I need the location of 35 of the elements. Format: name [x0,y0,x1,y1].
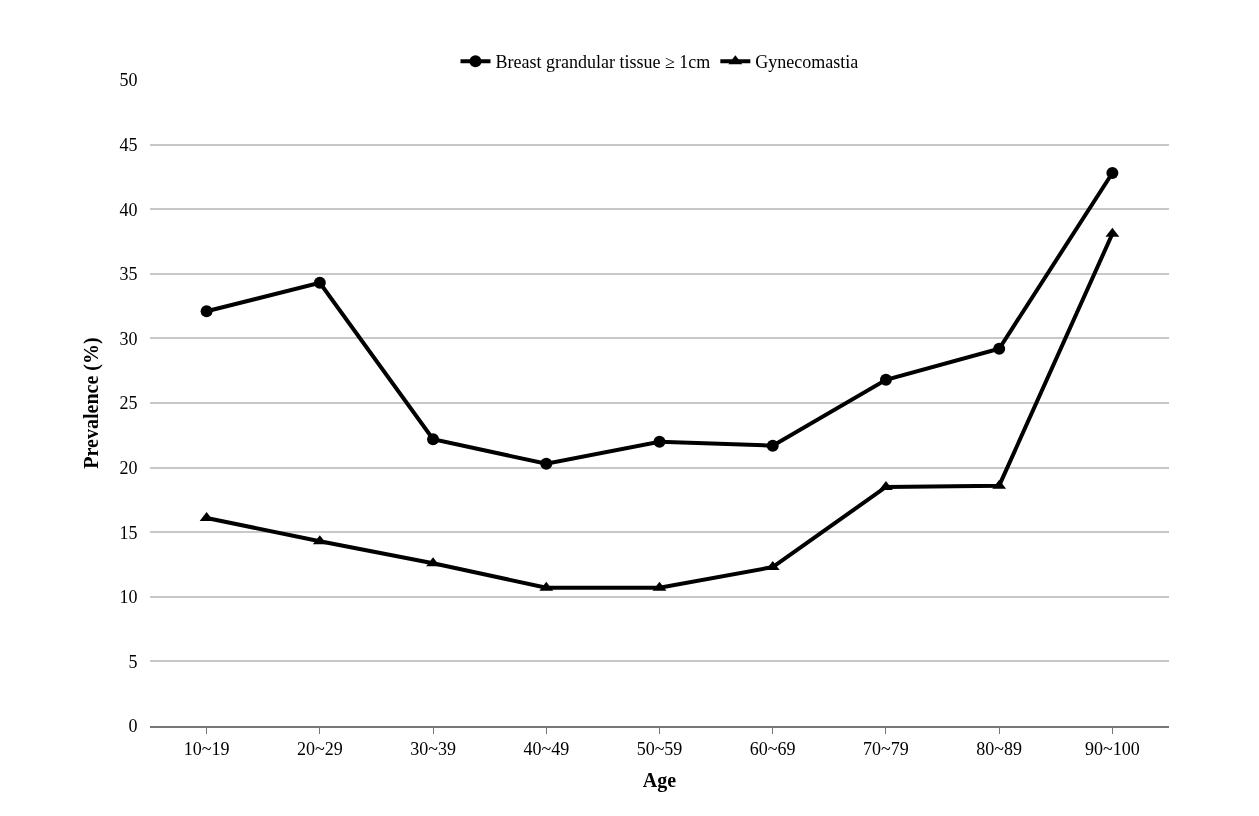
y-tick-label: 45 [119,134,138,155]
y-axis-title: Prevalence (%) [79,337,103,469]
point [879,480,893,490]
point [653,435,666,448]
y-tick-label: 50 [119,70,138,91]
y-tick-label: 30 [119,328,138,349]
x-tick-label: 10~19 [183,739,230,760]
point [879,373,892,386]
point [1106,167,1119,180]
y-tick-label: 0 [128,716,138,737]
x-tick-label: 30~39 [410,739,456,760]
y-tick-label: 15 [119,522,138,543]
x-tick-label: 40~49 [523,739,570,760]
y-tick-label: 35 [119,264,138,285]
point [993,342,1006,355]
y-tick-label: 20 [119,457,138,478]
point [540,457,553,470]
point [766,439,779,452]
y-tick-label: 5 [128,651,138,672]
legend-label: Gynecomastia [755,52,859,73]
x-axis-title: Age [642,769,677,793]
y-tick-label: 25 [119,393,138,414]
x-tick-label: 20~29 [296,739,343,760]
y-tick-label: 10 [119,587,138,608]
x-tick-label: 60~69 [749,739,796,760]
y-tick-label: 40 [119,199,138,220]
point [426,557,440,567]
x-tick-label: 70~79 [863,739,909,760]
point [313,276,326,289]
x-tick-label: 90~100 [1085,739,1140,760]
legend-label: Breast grandular tissue ≥ 1cm [495,52,711,73]
x-tick-label: 80~89 [976,739,1023,760]
point [427,433,440,446]
point [200,305,213,318]
x-tick-label: 50~59 [636,739,683,760]
